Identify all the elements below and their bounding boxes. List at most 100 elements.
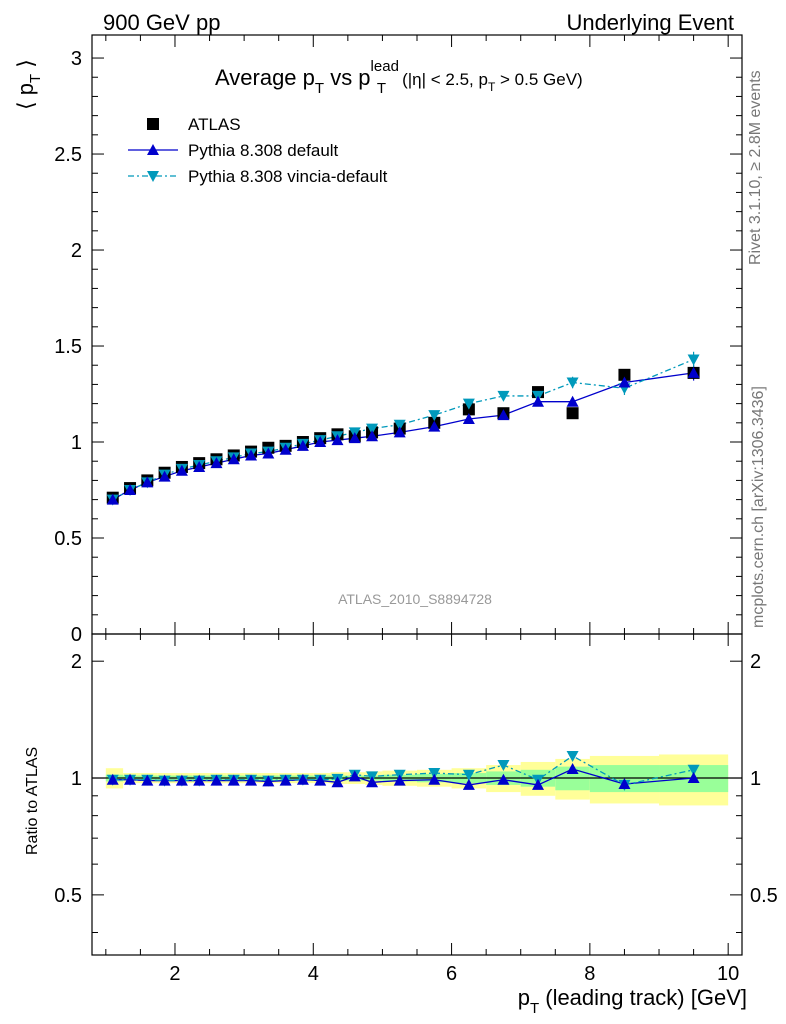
default-point: [532, 395, 545, 407]
default-point: [497, 409, 510, 421]
ratio-default-point: [348, 770, 361, 782]
x-tick-label: 2: [169, 963, 180, 985]
header-right: Underlying Event: [566, 10, 734, 35]
header-left: 900 GeV pp: [103, 10, 220, 35]
ratio-default-point: [193, 774, 206, 786]
default-point: [566, 395, 579, 407]
default-point: [462, 412, 475, 424]
ratio-default-point: [210, 774, 223, 786]
vincia-point: [393, 419, 406, 431]
ratio-default-point: [124, 773, 137, 785]
x-tick-label: 4: [308, 963, 319, 985]
y-tick-label-main: 2.5: [54, 144, 82, 166]
ratio-default-point: [106, 773, 119, 785]
mcplots-label: mcplots.cern.ch [arXiv:1306.3436]: [750, 386, 767, 628]
y-tick-label-main: 0.5: [54, 528, 82, 550]
y-axis-label-main: ⟨ pT ⟩: [13, 59, 44, 110]
default-point: [687, 366, 700, 378]
vincia-point: [687, 354, 700, 366]
ratio-vincia-point: [566, 750, 579, 762]
ratio-default-point: [262, 775, 275, 787]
vincia-point: [566, 377, 579, 389]
vincia-point: [428, 410, 441, 422]
ratio-default-point: [687, 772, 700, 784]
y-tick-label-main: 2: [71, 240, 82, 262]
default-point: [618, 376, 631, 388]
ratio-default-point: [497, 773, 510, 785]
x-tick-label: 8: [584, 963, 595, 985]
y-tick-label-ratio-right: 1: [750, 768, 761, 790]
legend-entry-pythia-default: Pythia 8.308 default: [128, 141, 339, 160]
ratio-default-point: [314, 774, 327, 786]
default-point: [227, 453, 240, 465]
y-axis-label-ratio: Ratio to ATLAS: [24, 747, 41, 855]
legend-atlas-square-icon: [147, 118, 159, 130]
y-tick-label-main: 3: [71, 48, 82, 70]
legend-entry-atlas: ATLAS: [147, 115, 241, 134]
default-point: [296, 439, 309, 451]
default-point: [106, 493, 119, 505]
x-tick-label: 6: [446, 963, 457, 985]
plot-title: Average pT vs plead T (|η| < 2.5, pT > 0.5…: [215, 58, 583, 97]
default-point: [193, 460, 206, 472]
y-tick-label-main-zero: 0: [71, 624, 82, 646]
ratio-default-point: [566, 763, 579, 775]
ratio-default-point: [366, 776, 379, 788]
legend-vincia-triangle-down-icon: [147, 171, 159, 182]
ratio-default-point: [141, 774, 154, 786]
ratio-default-point: [618, 778, 631, 790]
default-point: [141, 476, 154, 488]
ratio-default-point: [296, 773, 309, 785]
default-point: [262, 447, 275, 459]
legend-label-vincia: Pythia 8.308 vincia-default: [188, 167, 388, 186]
default-point: [175, 464, 188, 476]
legend-entry-pythia-vincia: Pythia 8.308 vincia-default: [128, 167, 388, 186]
rivet-label: Rivet 3.1.10, ≥ 2.8M events: [747, 70, 764, 265]
y-tick-label-ratio: 1: [71, 768, 82, 790]
atlas-point: [566, 407, 579, 420]
ratio-default-point: [279, 774, 292, 786]
vincia-point: [462, 398, 475, 410]
legend-label-atlas: ATLAS: [188, 115, 241, 134]
y-tick-label-ratio: 2: [71, 651, 82, 673]
default-point: [245, 449, 258, 461]
vincia-point: [366, 423, 379, 435]
ratio-default-point: [428, 773, 441, 785]
default-point: [314, 436, 327, 448]
ratio-vincia-point: [687, 764, 700, 776]
y-tick-label-main: 1.5: [54, 336, 82, 358]
atlas-point: [618, 368, 631, 381]
default-point: [331, 434, 344, 446]
ratio-default-point: [331, 776, 344, 788]
ratio-default-point: [532, 778, 545, 790]
main-panel: 0.5 1 1.5 2 2.5 3 0: [54, 34, 743, 646]
ratio-default-point: [462, 778, 475, 790]
legend-label-default: Pythia 8.308 default: [188, 141, 339, 160]
ratio-panel: 0.5 0.5 1 1 2 2: [54, 633, 778, 956]
ratio-default-point: [245, 774, 258, 786]
default-point: [210, 457, 223, 469]
y-tick-label-main: 1: [71, 432, 82, 454]
analysis-watermark: ATLAS_2010_S8894728: [338, 591, 492, 607]
default-point: [158, 470, 171, 482]
x-tick-label: 10: [717, 963, 739, 985]
ratio-vincia-point: [462, 769, 475, 781]
ratio-default-point: [393, 774, 406, 786]
default-point: [124, 484, 137, 496]
default-point: [366, 430, 379, 442]
ratio-default-point: [227, 774, 240, 786]
default-point: [348, 432, 361, 444]
default-point: [279, 443, 292, 455]
ratio-default-point: [175, 774, 188, 786]
default-point: [428, 420, 441, 432]
vincia-point: [497, 390, 510, 402]
default-point: [393, 426, 406, 438]
y-tick-label-ratio: 0.5: [54, 885, 82, 907]
y-tick-label-ratio-right: 0.5: [750, 885, 778, 907]
y-tick-label-ratio-right: 2: [750, 651, 761, 673]
ratio-vincia-point: [497, 760, 510, 772]
legend: ATLAS Pythia 8.308 default Pythia 8.308 …: [128, 115, 388, 186]
legend-default-triangle-up-icon: [147, 144, 159, 155]
ratio-vincia-point: [428, 768, 441, 780]
